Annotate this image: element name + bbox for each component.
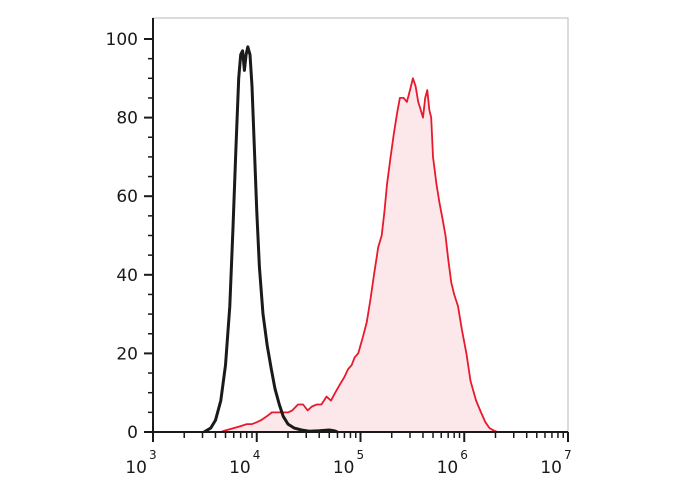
x-tick-exponent: 6 (460, 448, 468, 462)
series-layer (203, 45, 498, 434)
y-tick-label: 80 (116, 109, 138, 129)
x-tick-exponent: 7 (564, 448, 572, 462)
series-1-line (220, 77, 498, 433)
axes-layer (144, 17, 569, 442)
y-tick-label: 0 (127, 423, 138, 443)
x-tick-base: 10 (125, 458, 147, 478)
x-tick-exponent: 4 (253, 448, 261, 462)
x-tick-exponent: 3 (149, 448, 157, 462)
series-0-line (203, 45, 339, 434)
x-tick-exponent: 5 (357, 448, 365, 462)
x-tick-label: 106 (437, 448, 468, 478)
x-tick-label: 105 (333, 448, 364, 478)
x-tick-base: 10 (540, 458, 562, 478)
x-tick-base: 10 (229, 458, 251, 478)
x-tick-label: 107 (540, 448, 571, 478)
y-tick-label: 20 (116, 344, 138, 364)
y-tick-label: 40 (116, 266, 138, 286)
y-tick-label: 100 (106, 30, 138, 50)
y-tick-label: 60 (116, 187, 138, 207)
x-tick-base: 10 (437, 458, 459, 478)
x-tick-label: 104 (229, 448, 260, 478)
x-tick-base: 10 (333, 458, 355, 478)
series-1-area (220, 78, 498, 433)
x-tick-label: 103 (125, 448, 156, 478)
